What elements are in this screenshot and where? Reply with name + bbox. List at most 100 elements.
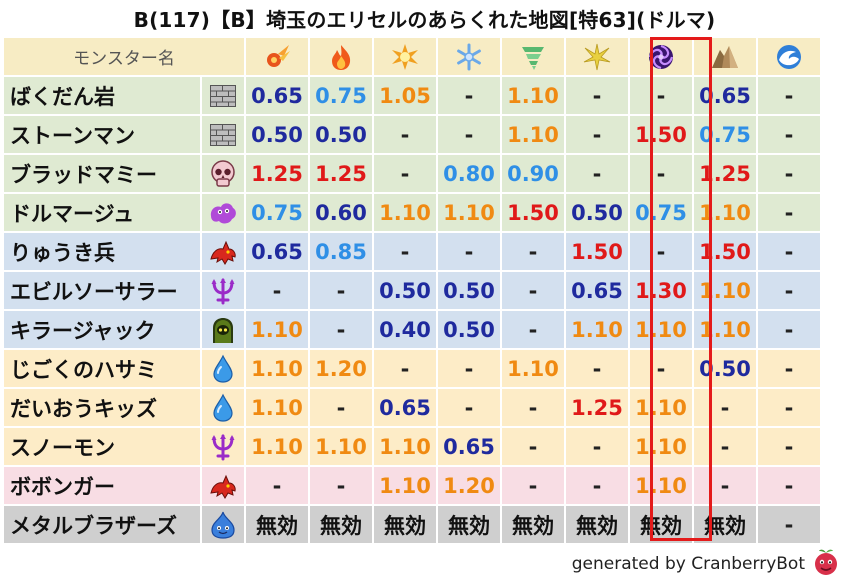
resistance-value: 1.25 [246, 155, 308, 192]
resistance-value: 0.50 [438, 311, 500, 348]
resistance-value: - [758, 233, 820, 270]
header-row: モンスター名 [4, 38, 820, 75]
table-row: ばくだん岩 0.65 0.75 1.05-1.10- -0.65- [4, 77, 820, 114]
resistance-value: 0.50 [566, 194, 628, 231]
resistance-value: 0.40 [374, 311, 436, 348]
resistance-value: - [566, 428, 628, 465]
resistance-value: 1.10 [630, 467, 692, 504]
resistance-value: 1.10 [694, 272, 756, 309]
resistance-value: 0.50 [438, 272, 500, 309]
resistance-value: 無効 [246, 506, 308, 543]
resistance-value: - [758, 350, 820, 387]
resistance-value: 1.10 [310, 428, 372, 465]
resistance-value: 1.10 [630, 311, 692, 348]
resistance-value: 無効 [694, 506, 756, 543]
table-row: キラージャック 1.10-0.40 0.50-1.10 1.10 1.10- [4, 311, 820, 348]
resistance-value: 1.10 [246, 389, 308, 426]
explosion-icon [374, 38, 436, 75]
resistance-value: 1.10 [502, 77, 564, 114]
resistance-value: - [502, 389, 564, 426]
resistance-value: - [374, 116, 436, 153]
resistance-value: - [566, 467, 628, 504]
red-dragon-icon [202, 233, 244, 270]
resistance-value: 1.10 [438, 194, 500, 231]
skull-icon [202, 155, 244, 192]
resistance-value: - [566, 155, 628, 192]
resistance-value: 1.05 [374, 77, 436, 114]
green-ghost-icon [202, 311, 244, 348]
resistance-value: - [694, 467, 756, 504]
resistance-value: - [758, 428, 820, 465]
table-row: じごくのハサミ 1.10 1.20- -1.10- -0.50- [4, 350, 820, 387]
resistance-value: 1.10 [694, 311, 756, 348]
resistance-value: - [438, 350, 500, 387]
monster-name: エビルソーサラー [4, 272, 200, 309]
resistance-value: - [566, 77, 628, 114]
resistance-value: - [502, 467, 564, 504]
resistance-value: 0.60 [310, 194, 372, 231]
resistance-value: 1.10 [246, 350, 308, 387]
resistance-value: 1.10 [694, 194, 756, 231]
resistance-value: - [758, 467, 820, 504]
monster-name: キラージャック [4, 311, 200, 348]
resistance-value: - [310, 467, 372, 504]
resistance-value: - [758, 116, 820, 153]
resistance-value: 無効 [630, 506, 692, 543]
resistance-value: - [502, 233, 564, 270]
resistance-value: - [630, 77, 692, 114]
monster-name: じごくのハサミ [4, 350, 200, 387]
monster-name: ストーンマン [4, 116, 200, 153]
resistance-value: 無効 [310, 506, 372, 543]
resistance-value: 0.65 [438, 428, 500, 465]
brick-icon [202, 77, 244, 114]
lightning-burst-icon [566, 38, 628, 75]
resistance-value: 1.50 [694, 233, 756, 270]
resistance-value: - [758, 272, 820, 309]
resistance-value: 1.10 [246, 311, 308, 348]
water-wave-icon [758, 38, 820, 75]
resistance-value: 0.65 [694, 77, 756, 114]
monster-name: ばくだん岩 [4, 77, 200, 114]
monster-name: だいおうキッズ [4, 389, 200, 426]
monster-name: ブラッドマミー [4, 155, 200, 192]
resistance-value: 0.50 [310, 116, 372, 153]
resistance-value: - [758, 389, 820, 426]
resistance-value: - [374, 350, 436, 387]
resistance-value: 1.10 [374, 194, 436, 231]
resistance-value: 1.10 [630, 428, 692, 465]
table-row: ボボンガー - -1.10 1.20- -1.10- - [4, 467, 820, 504]
resistance-value: 1.10 [502, 350, 564, 387]
resistance-value: - [630, 350, 692, 387]
trident-icon [202, 272, 244, 309]
resistance-value: 0.80 [438, 155, 500, 192]
resistance-value: 1.20 [310, 350, 372, 387]
resistance-value: 1.50 [630, 116, 692, 153]
red-dragon-icon [202, 467, 244, 504]
resistance-value: - [310, 272, 372, 309]
table-row: メタルブラザーズ 無効 無効 無効 無効 無効 無効 無効 無効 - [4, 506, 820, 543]
resistance-value: 0.85 [310, 233, 372, 270]
water-drop-icon [202, 389, 244, 426]
resistance-value: - [758, 506, 820, 543]
page-title: B(117)【B】埼玉のエリセルのあらくれた地図[特63](ドルマ) [133, 8, 716, 32]
resistance-value: - [758, 155, 820, 192]
resistance-value: 1.25 [566, 389, 628, 426]
resistance-value: 0.90 [502, 155, 564, 192]
resistance-value: 無効 [566, 506, 628, 543]
resistance-value: 無効 [438, 506, 500, 543]
resistance-value: - [694, 389, 756, 426]
purple-blob-icon [202, 194, 244, 231]
water-drop-icon [202, 350, 244, 387]
resistance-value: - [374, 233, 436, 270]
resistance-value: 0.50 [374, 272, 436, 309]
resistance-value: - [246, 272, 308, 309]
table-row: ストーンマン 0.50 0.50- -1.10-1.50 0.75- [4, 116, 820, 153]
monster-name: りゅうき兵 [4, 233, 200, 270]
resistance-value: - [502, 428, 564, 465]
resistance-value: 1.20 [438, 467, 500, 504]
table-row: りゅうき兵 0.65 0.85- - -1.50-1.50- [4, 233, 820, 270]
monster-name: ドルマージュ [4, 194, 200, 231]
resistance-value: 1.50 [502, 194, 564, 231]
resistance-value: - [694, 428, 756, 465]
table-row: スノーモン 1.10 1.10 1.10 0.65- -1.10- - [4, 428, 820, 465]
